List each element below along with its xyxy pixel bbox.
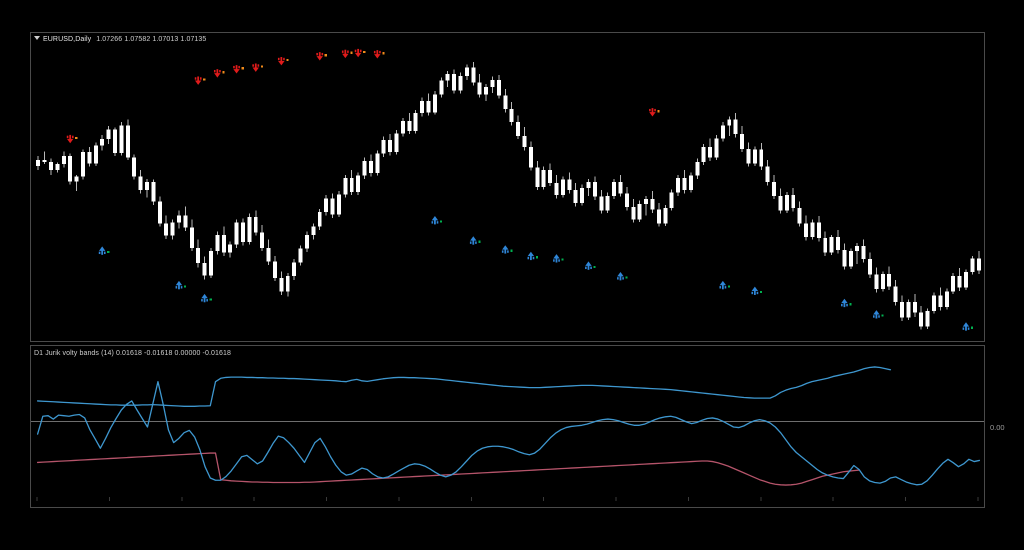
buy-dot-marker — [478, 240, 481, 243]
buy-arrow-marker — [585, 261, 592, 270]
buy-arrow-marker — [751, 286, 759, 295]
indicator-series-volatility_signal — [36, 381, 981, 486]
sell-dot-marker — [350, 51, 353, 54]
buy-arrow-marker — [527, 251, 535, 261]
sell-arrow-marker — [277, 57, 285, 66]
buy-arrow-marker — [469, 236, 477, 245]
sell-arrow-marker — [316, 52, 324, 61]
buy-dot-marker — [209, 298, 212, 301]
buy-arrow-marker — [175, 280, 183, 290]
buy-dot-marker — [107, 250, 110, 254]
triangle-down-icon[interactable] — [34, 36, 40, 41]
price-chart-header: EURUSD,Daily 1.07266 1.07582 1.07013 1.07… — [34, 35, 206, 44]
price-chart-canvas[interactable] — [31, 33, 984, 341]
sell-arrow-marker — [354, 48, 362, 58]
buy-arrow-marker — [201, 293, 208, 303]
time-axis-ticks — [36, 497, 979, 501]
buy-arrow-marker — [501, 245, 509, 254]
buy-arrow-marker — [719, 280, 727, 290]
indicator-canvas[interactable] — [31, 346, 984, 507]
symbol-label: EURUSD,Daily — [43, 36, 92, 43]
price-chart-svg — [36, 48, 981, 331]
sell-dot-marker — [203, 78, 206, 81]
buy-arrow-marker — [98, 246, 106, 255]
indicator-series-lower_band — [36, 452, 860, 486]
sell-dot-marker — [324, 54, 327, 57]
buy-arrow-marker — [553, 254, 560, 263]
sell-dot-marker — [657, 110, 660, 113]
buy-dot-marker — [881, 314, 884, 317]
sell-dot-marker — [241, 67, 244, 70]
sell-dot-marker — [363, 50, 366, 54]
buy-arrow-marker — [841, 298, 848, 308]
sell-arrow-marker — [213, 69, 221, 78]
buy-dot-marker — [759, 290, 763, 294]
buy-dot-marker — [510, 249, 513, 252]
sell-arrow-marker — [194, 76, 202, 85]
price-chart-window[interactable]: EURUSD,Daily 1.07266 1.07582 1.07013 1.07… — [30, 32, 985, 342]
sell-arrow-marker — [66, 134, 74, 144]
sell-arrow-marker — [341, 49, 349, 59]
buy-signal-group — [98, 215, 974, 331]
sell-signal-group — [66, 48, 660, 144]
sell-arrow-marker — [252, 63, 260, 72]
buy-dot-marker — [561, 258, 564, 261]
candlestick-series — [36, 62, 981, 330]
indicator-window[interactable]: D1 Jurik volty bands (14) 0.01618 -0.016… — [30, 345, 985, 508]
indicator-zero-scale-label: 0.00 — [990, 423, 1005, 432]
buy-dot-marker — [625, 276, 628, 279]
indicator-header-label: D1 Jurik volty bands (14) 0.01618 -0.016… — [34, 350, 231, 357]
buy-dot-marker — [971, 326, 974, 329]
buy-dot-marker — [183, 285, 187, 288]
sell-arrow-marker — [373, 50, 381, 59]
buy-dot-marker — [593, 265, 596, 269]
buy-arrow-marker — [431, 215, 439, 225]
sell-dot-marker — [382, 52, 385, 55]
sell-arrow-marker — [649, 108, 656, 117]
buy-arrow-marker — [873, 310, 880, 319]
sell-dot-marker — [286, 59, 289, 62]
buy-arrow-marker — [962, 322, 970, 331]
buy-dot-marker — [535, 256, 539, 259]
buy-dot-marker — [849, 303, 852, 306]
sell-dot-marker — [75, 136, 78, 140]
sell-dot-marker — [260, 65, 263, 68]
sell-dot-marker — [222, 71, 225, 74]
ohlc-values: 1.07266 1.07582 1.07013 1.07135 — [96, 36, 207, 43]
buy-dot-marker — [727, 285, 731, 288]
indicator-svg — [31, 366, 984, 501]
buy-dot-marker — [439, 220, 443, 223]
buy-arrow-marker — [617, 271, 624, 281]
sell-arrow-marker — [233, 65, 240, 74]
indicator-series-upper_band — [36, 366, 892, 407]
